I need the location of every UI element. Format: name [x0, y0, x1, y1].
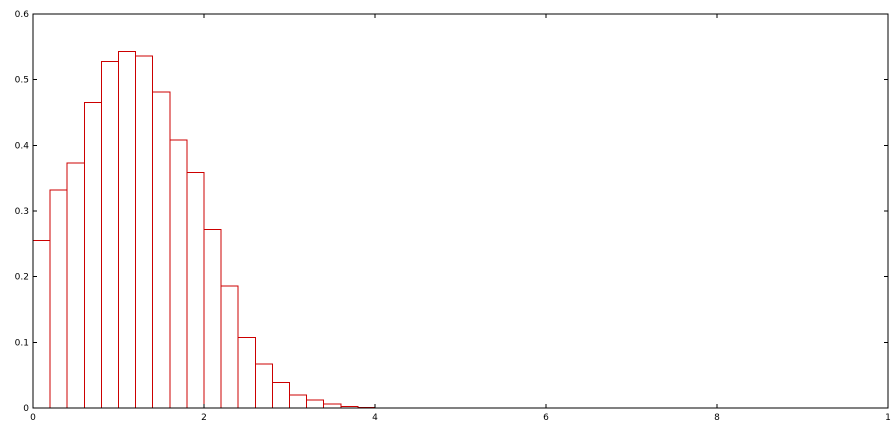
- x-tick-label: 2: [201, 413, 207, 423]
- x-tick-label: 8: [714, 413, 720, 423]
- y-tick-label: 0.1: [15, 338, 29, 348]
- x-tick-label: 0: [30, 413, 36, 423]
- y-tick-label: 0.6: [15, 10, 30, 20]
- y-tick-label: 0.2: [15, 273, 29, 283]
- x-tick-label: 4: [372, 413, 378, 423]
- y-tick-label: 0.3: [15, 207, 29, 217]
- y-tick-label: 0.4: [15, 141, 30, 151]
- y-tick-label: 0.5: [15, 76, 29, 86]
- y-tick-label: 0: [23, 404, 29, 414]
- x-tick-label: 6: [543, 413, 549, 423]
- x-tick-label: 1: [885, 413, 891, 423]
